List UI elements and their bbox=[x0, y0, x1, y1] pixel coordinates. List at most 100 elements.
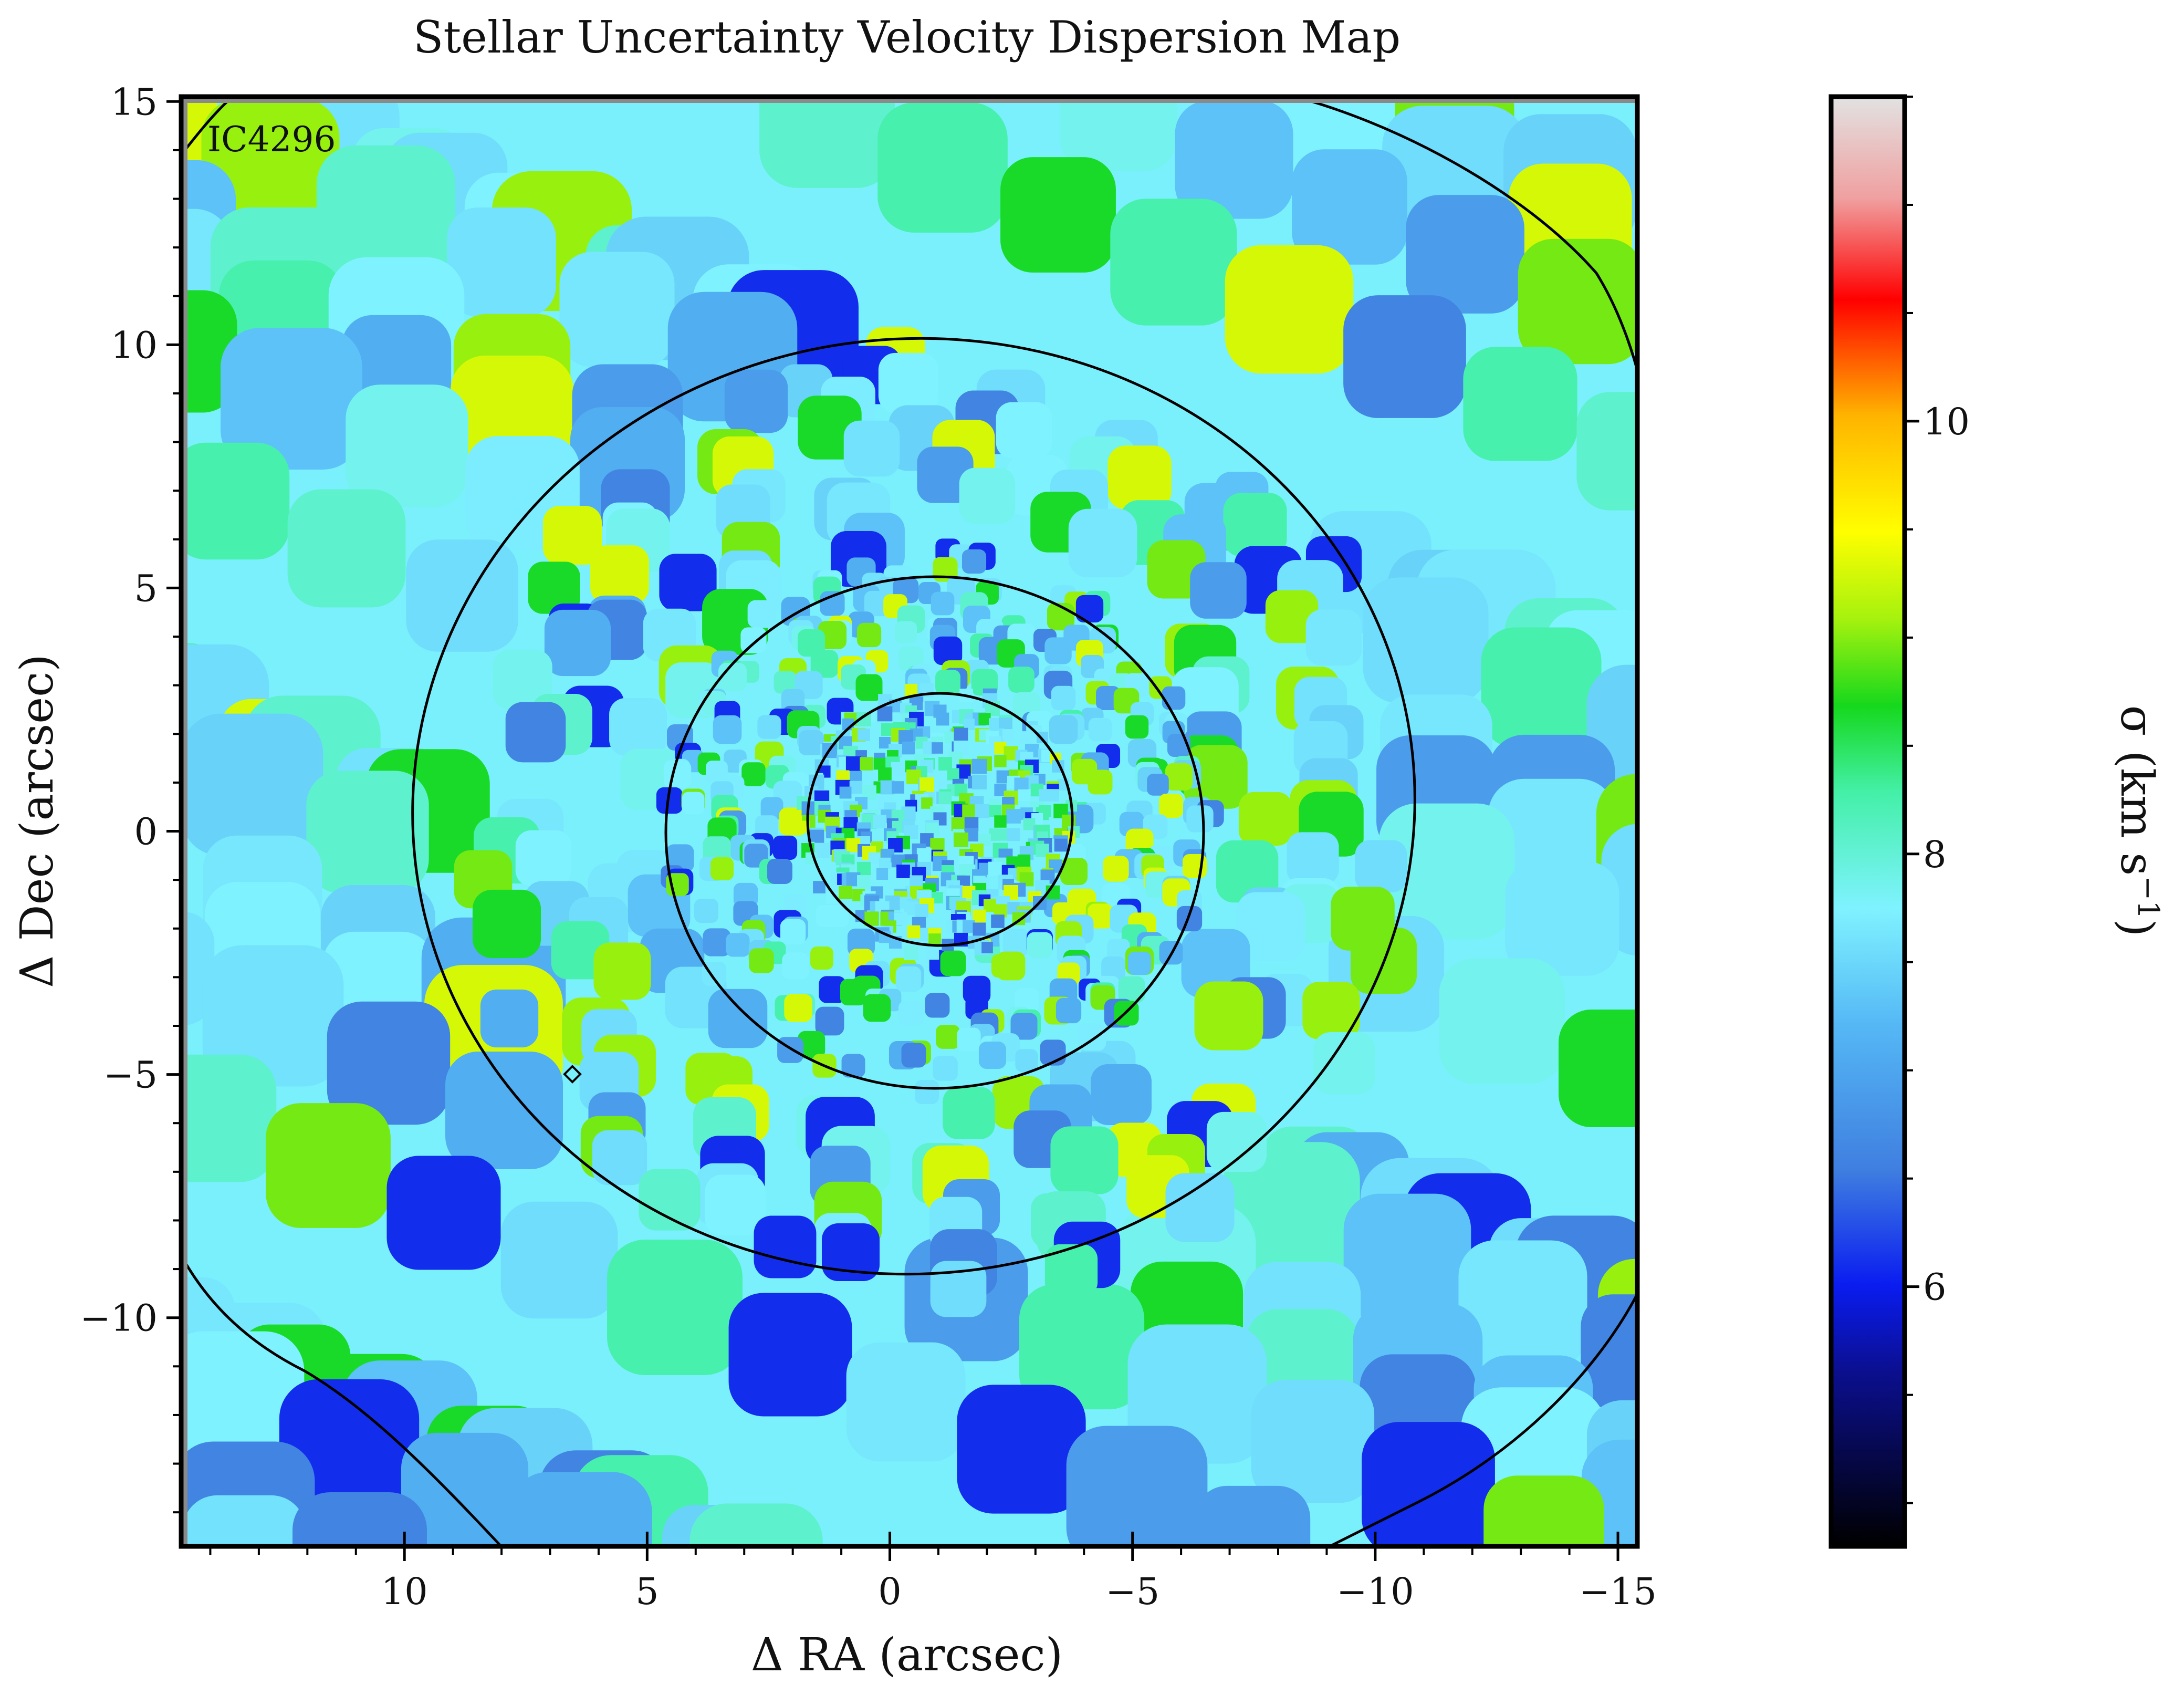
voronoi-bin bbox=[1068, 508, 1137, 578]
voronoi-bin bbox=[663, 760, 692, 788]
voronoi-bin bbox=[864, 590, 890, 617]
voronoi-bin bbox=[181, 911, 215, 1026]
voronoi-bin bbox=[936, 712, 949, 726]
voronoi-bin bbox=[892, 781, 904, 794]
voronoi-bin bbox=[724, 369, 788, 433]
voronoi-bin bbox=[989, 805, 1001, 817]
voronoi-bin bbox=[845, 756, 861, 772]
voronoi-bin bbox=[821, 1223, 880, 1282]
voronoi-bin bbox=[741, 762, 766, 786]
colorbar: 6 8 10 σ (km s−1) bbox=[1828, 94, 2166, 1549]
voronoi-bin bbox=[708, 989, 768, 1048]
voronoi-bin bbox=[1159, 794, 1183, 818]
voronoi-bin bbox=[991, 914, 1005, 928]
voronoi-bin bbox=[996, 402, 1052, 459]
voronoi-bin bbox=[933, 636, 963, 665]
voronoi-bin bbox=[877, 706, 893, 722]
voronoi-bin bbox=[346, 384, 468, 507]
voronoi-bin bbox=[963, 975, 991, 1004]
voronoi-bin bbox=[1343, 1193, 1471, 1322]
voronoi-bin bbox=[1355, 840, 1407, 892]
voronoi-bin bbox=[1186, 805, 1214, 833]
voronoi-bin bbox=[839, 886, 852, 899]
voronoi-bin bbox=[726, 933, 750, 957]
voronoi-bin bbox=[925, 993, 950, 1018]
voronoi-bin bbox=[1007, 902, 1020, 914]
voronoi-bin bbox=[780, 919, 806, 945]
voronoi-bin bbox=[876, 868, 889, 880]
voronoi-bin bbox=[1027, 932, 1053, 958]
voronoi-bin bbox=[932, 742, 943, 754]
voronoi-bin bbox=[1236, 892, 1305, 961]
voronoi-bin bbox=[500, 1201, 618, 1319]
voronoi-bin bbox=[1483, 1475, 1604, 1546]
y-tick-label: 10 bbox=[111, 324, 158, 367]
voronoi-bin bbox=[472, 889, 541, 959]
voronoi-bin bbox=[1056, 997, 1082, 1024]
voronoi-bin bbox=[1343, 295, 1466, 418]
voronoi-bin bbox=[386, 1156, 501, 1270]
voronoi-bin bbox=[855, 674, 883, 701]
colorbar-frame bbox=[1828, 94, 1907, 1549]
voronoi-bin bbox=[894, 621, 917, 644]
voronoi-bin bbox=[1176, 906, 1203, 932]
voronoi-bin bbox=[1044, 1244, 1098, 1297]
voronoi-bin bbox=[1190, 562, 1247, 619]
voronoi-bin bbox=[682, 792, 705, 815]
voronoi-bin bbox=[694, 899, 718, 923]
voronoi-bin bbox=[747, 600, 776, 628]
isophote-contour bbox=[563, 1065, 582, 1084]
y-tick-label: −5 bbox=[103, 1054, 158, 1097]
voronoi-bin bbox=[705, 1174, 766, 1235]
voronoi-bin bbox=[447, 207, 556, 317]
voronoi-bins bbox=[181, 97, 1637, 1546]
y-tick-label: 15 bbox=[111, 80, 158, 123]
voronoi-bin bbox=[981, 942, 993, 953]
voronoi-bin bbox=[873, 757, 886, 770]
map-plot: IC4296 bbox=[179, 94, 1640, 1549]
voronoi-bin bbox=[954, 727, 968, 742]
voronoi-bin bbox=[1088, 769, 1113, 795]
y-axis-title: Δ Dec (arcsec) bbox=[11, 654, 64, 988]
voronoi-bin bbox=[978, 713, 991, 725]
voronoi-bin bbox=[935, 670, 960, 695]
voronoi-bin bbox=[1007, 828, 1020, 841]
voronoi-bin bbox=[1458, 1240, 1587, 1369]
voronoi-bin bbox=[841, 1054, 865, 1078]
voronoi-bin bbox=[1165, 763, 1193, 791]
voronoi-bin bbox=[1481, 627, 1602, 748]
voronoi-bin bbox=[957, 1027, 981, 1052]
voronoi-bin bbox=[1002, 729, 1014, 741]
isophote-contour bbox=[806, 692, 1074, 947]
voronoi-bin bbox=[915, 904, 928, 918]
voronoi-bin bbox=[1088, 717, 1112, 742]
voronoi-bin bbox=[767, 859, 792, 884]
voronoi-bin bbox=[1463, 347, 1577, 461]
voronoi-bin bbox=[1091, 1064, 1152, 1125]
voronoi-bin bbox=[1576, 392, 1637, 511]
voronoi-bin bbox=[639, 1169, 701, 1231]
voronoi-bin bbox=[659, 554, 717, 611]
voronoi-bin bbox=[873, 815, 886, 828]
voronoi-bin bbox=[1060, 858, 1088, 885]
colorbar-ticks: 6 8 10 bbox=[1905, 96, 1970, 1504]
voronoi-bin bbox=[963, 920, 975, 933]
voronoi-bin bbox=[508, 1472, 652, 1546]
voronoi-bin bbox=[797, 629, 825, 657]
voronoi-bin bbox=[1010, 1013, 1038, 1040]
voronoi-bin bbox=[1165, 1173, 1235, 1242]
voronoi-bin bbox=[1581, 1294, 1637, 1410]
voronoi-bin bbox=[915, 1080, 939, 1104]
voronoi-bin bbox=[703, 928, 731, 956]
isophote-contours bbox=[181, 97, 1637, 1546]
voronoi-bin bbox=[1175, 100, 1293, 219]
voronoi-bin bbox=[868, 852, 881, 865]
voronoi-bin bbox=[1002, 929, 1030, 956]
voronoi-bin bbox=[181, 1054, 277, 1182]
voronoi-bin bbox=[1558, 1009, 1637, 1128]
voronoi-bin bbox=[940, 950, 966, 976]
voronoi-bin bbox=[997, 828, 1009, 841]
voronoi-bin bbox=[896, 865, 910, 878]
voronoi-bin bbox=[292, 1492, 427, 1546]
colorbar-label: σ (km s−1) bbox=[2110, 705, 2166, 937]
